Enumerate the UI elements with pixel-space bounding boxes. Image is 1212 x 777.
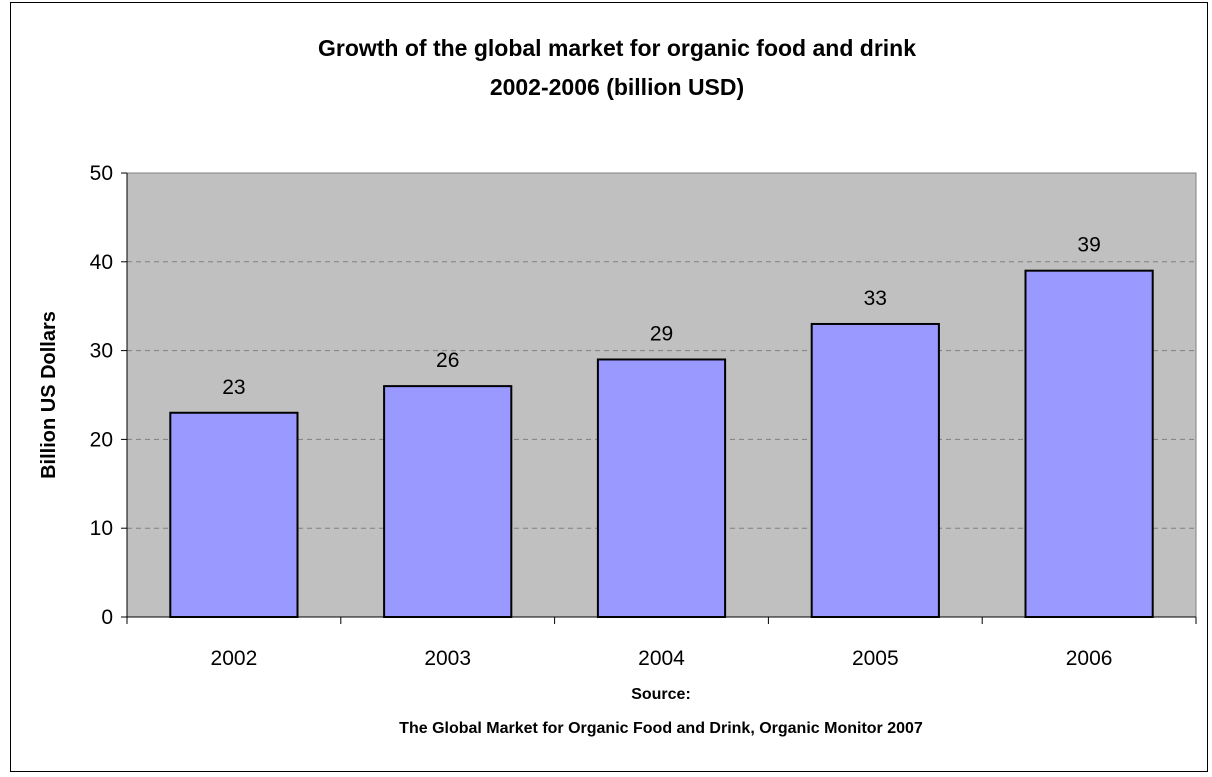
data-labels: 23 26 29 33 39 [222, 234, 1101, 399]
data-label-2002: 23 [222, 376, 245, 399]
bar-2004 [596, 358, 727, 618]
source-citation: The Global Market for Organic Food and D… [399, 720, 923, 737]
x-tick-label-2004: 2004 [638, 647, 685, 670]
bar-2003 [383, 385, 513, 618]
data-label-2005: 33 [864, 287, 887, 310]
x-tick-label-2005: 2005 [852, 647, 899, 670]
axes [121, 172, 1197, 624]
x-tick-labels: 2002 2003 2004 2005 2006 [211, 647, 1113, 670]
y-tick-labels: 0 10 20 30 40 50 [90, 162, 113, 629]
x-tick-label-2003: 2003 [424, 647, 471, 670]
y-tick-label-50: 50 [90, 162, 113, 185]
y-tick-label-0: 0 [101, 606, 113, 629]
y-axis-label: Billion US Dollars [38, 311, 60, 479]
source-label: Source: [631, 686, 691, 703]
chart-title-line-2: 2002-2006 (billion USD) [490, 74, 744, 100]
bar-2006 [1024, 269, 1154, 618]
x-tick-label-2006: 2006 [1066, 647, 1113, 670]
data-label-2006: 39 [1077, 234, 1100, 257]
x-tick-label-2002: 2002 [211, 647, 258, 670]
y-tick-label-30: 30 [90, 340, 113, 363]
bar-2002 [169, 411, 299, 619]
y-tick-label-10: 10 [90, 517, 113, 540]
y-tick-label-40: 40 [90, 251, 113, 274]
chart-title-line-1: Growth of the global market for organic … [318, 35, 916, 61]
data-label-2004: 29 [650, 322, 673, 345]
data-label-2003: 26 [436, 349, 459, 372]
bar-2005 [810, 322, 940, 618]
y-tick-label-20: 20 [90, 428, 113, 451]
